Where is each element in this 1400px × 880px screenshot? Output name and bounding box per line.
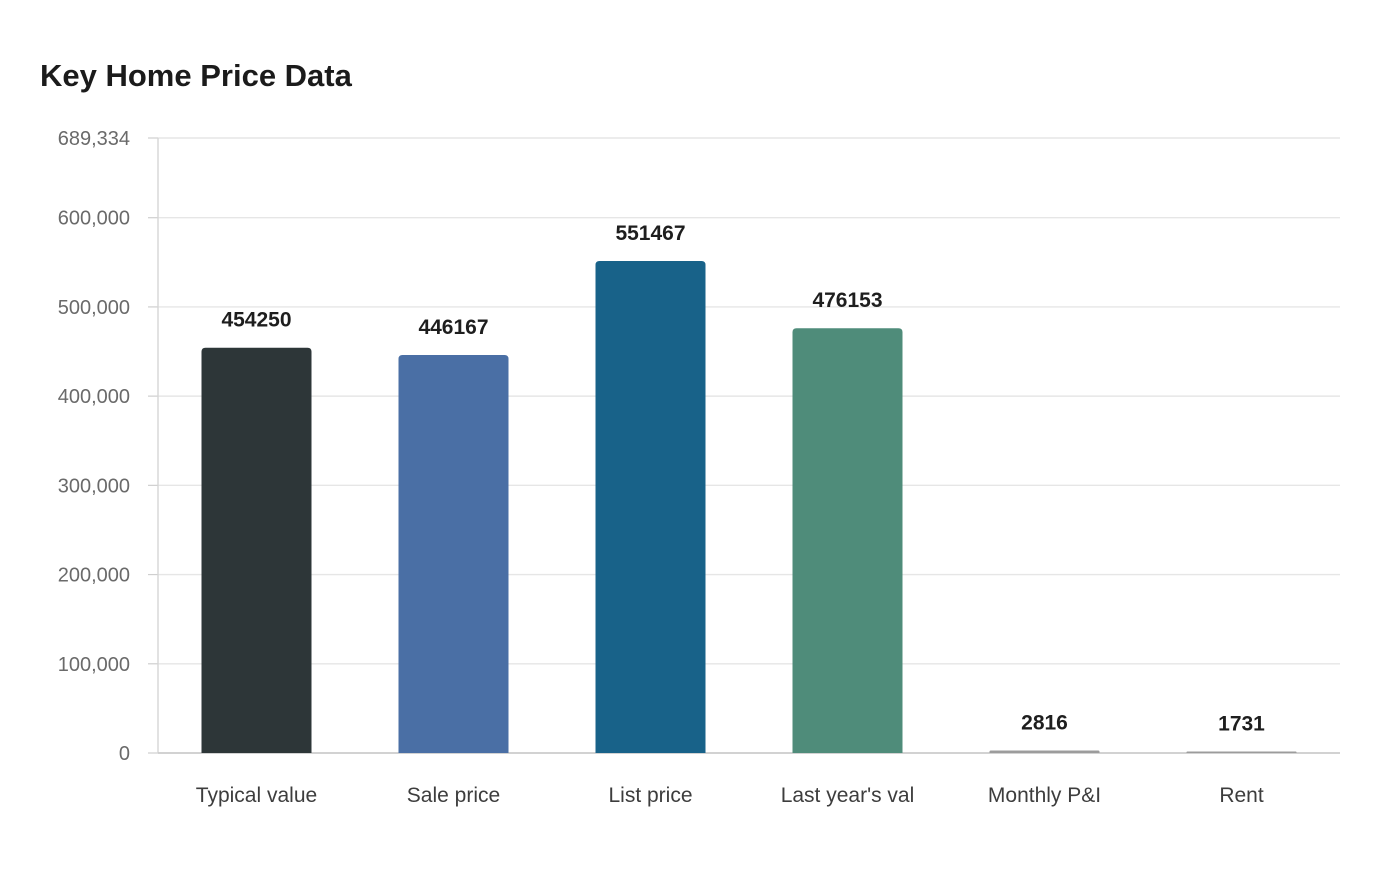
gridlines — [158, 137, 1340, 665]
y-tick-label: 689,334 — [58, 128, 130, 150]
x-tick-label: Rent — [1219, 784, 1264, 807]
bar-value-label: 1731 — [1218, 712, 1265, 735]
bar — [1186, 751, 1297, 753]
x-tick-label: Last year's val — [781, 784, 915, 807]
y-tick-label: 100,000 — [58, 654, 130, 676]
bar-value-label: 551467 — [615, 222, 685, 245]
x-tick-label: Sale price — [407, 784, 500, 807]
y-tick-label: 0 — [119, 743, 130, 765]
x-tick-label: List price — [608, 784, 692, 807]
bar-value-label: 454250 — [221, 309, 291, 332]
y-tick-label: 500,000 — [58, 297, 130, 319]
bar-value-label: 446167 — [418, 316, 488, 339]
y-tick-label: 600,000 — [58, 208, 130, 230]
bars — [201, 261, 1297, 753]
y-tick-label: 200,000 — [58, 565, 130, 587]
y-tick-label: 400,000 — [58, 386, 130, 408]
y-tick-label: 300,000 — [58, 475, 130, 497]
axes — [148, 137, 1340, 754]
labels: 0 100,000 200,000 300,000 400,000 500,000 600,… — [58, 128, 1265, 807]
x-tick-label: Monthly P&I — [988, 784, 1101, 807]
chart-title: Key Home Price Data — [40, 58, 352, 93]
bar — [792, 328, 903, 753]
x-tick-label: Typical value — [196, 784, 317, 807]
bar — [201, 347, 312, 753]
bar-value-label: 476153 — [812, 289, 882, 312]
bar — [989, 750, 1100, 753]
bar — [595, 261, 706, 753]
bar — [398, 354, 509, 753]
bar-value-label: 2816 — [1021, 711, 1068, 734]
